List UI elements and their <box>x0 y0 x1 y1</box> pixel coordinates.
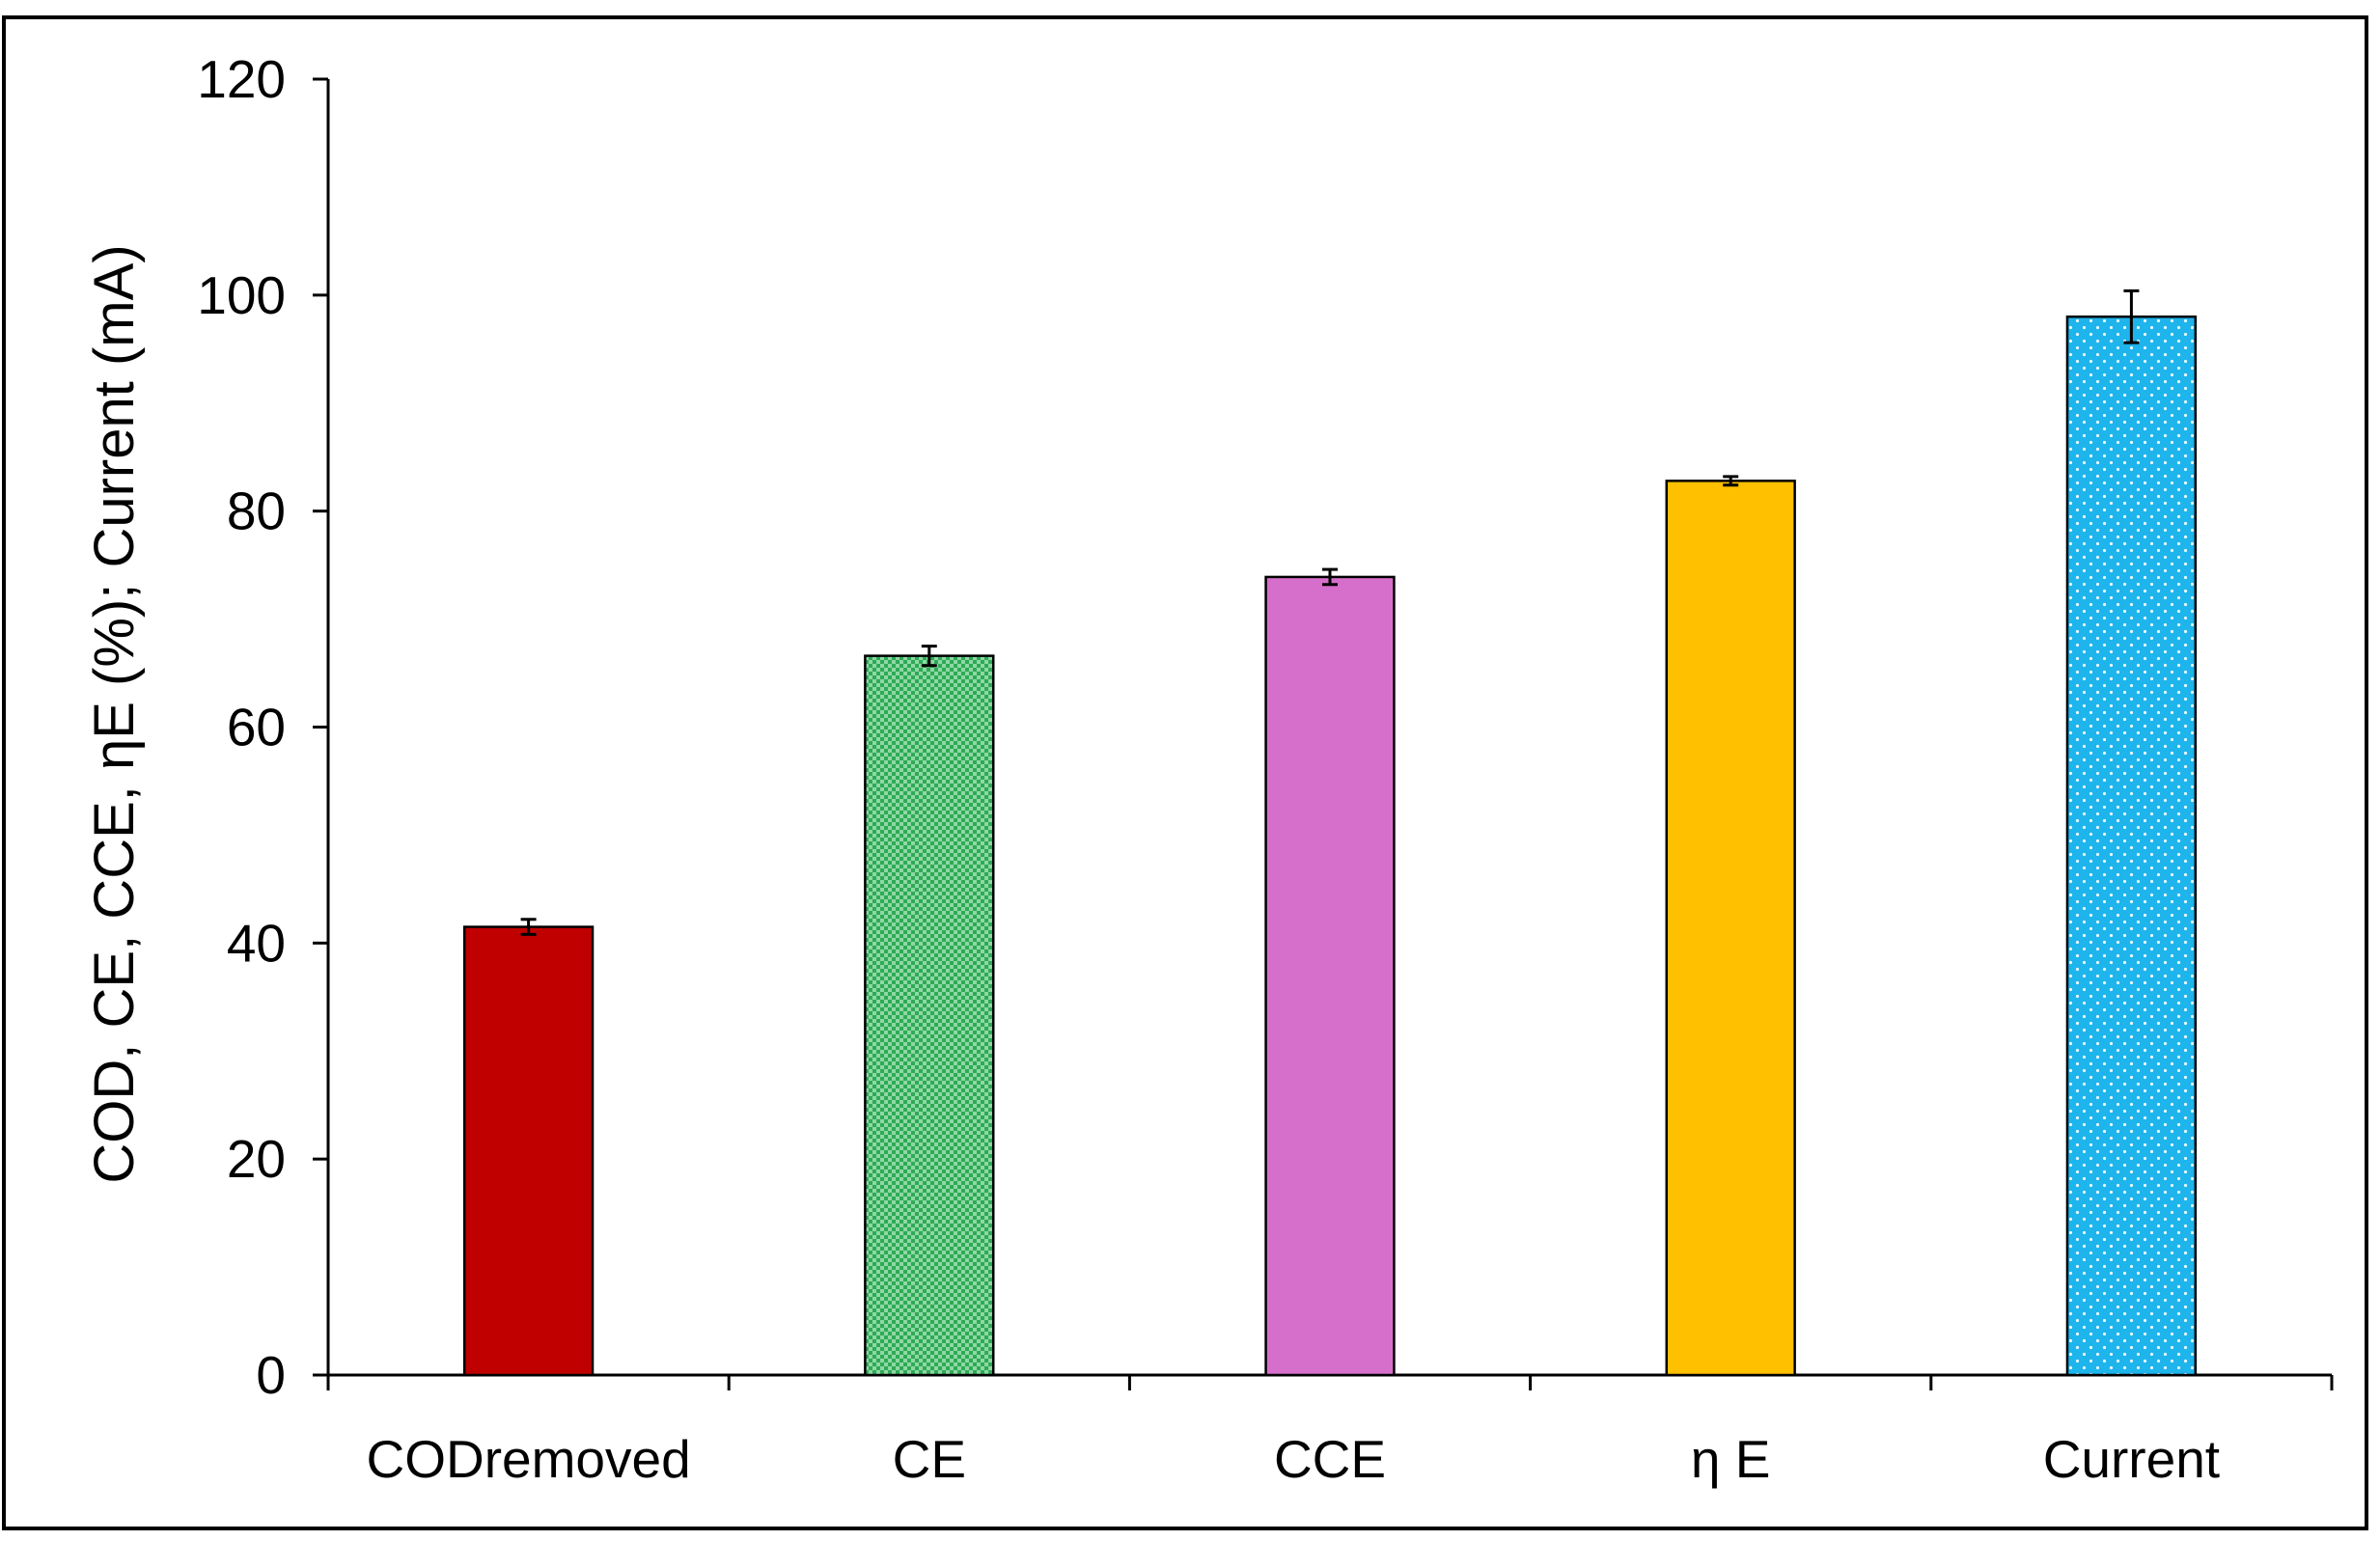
x-category-label: CODremoved <box>366 1429 690 1489</box>
y-axis: 0 20 40 60 80 100 120 <box>197 49 330 1405</box>
bar--e <box>1665 480 1796 1377</box>
x-category-label: CE <box>893 1429 966 1489</box>
x-category-label: Current <box>2043 1429 2220 1489</box>
bar-cce <box>1264 575 1396 1377</box>
bars-group <box>462 289 2198 1377</box>
y-tick-label: 40 <box>227 913 286 973</box>
bar-ce <box>864 654 995 1377</box>
y-tick-label: 120 <box>197 49 286 109</box>
y-tick-label: 20 <box>227 1129 286 1189</box>
x-category-label: η E <box>1691 1429 1771 1489</box>
y-axis-title: COD, CE, CCE, ηE (%); Current (mA) <box>83 244 146 1183</box>
y-tick-label: 0 <box>256 1345 286 1405</box>
y-tick-label: 60 <box>227 698 286 757</box>
x-category-label: CCE <box>1274 1429 1386 1489</box>
y-tick-label: 80 <box>227 482 286 541</box>
bar-codremoved <box>462 925 595 1377</box>
bar-current <box>2065 315 2198 1377</box>
y-tick-label: 100 <box>197 265 286 325</box>
outer-border <box>2 15 2368 1530</box>
category-labels: CODremoved CE CCE η E Current <box>366 1429 2220 1489</box>
